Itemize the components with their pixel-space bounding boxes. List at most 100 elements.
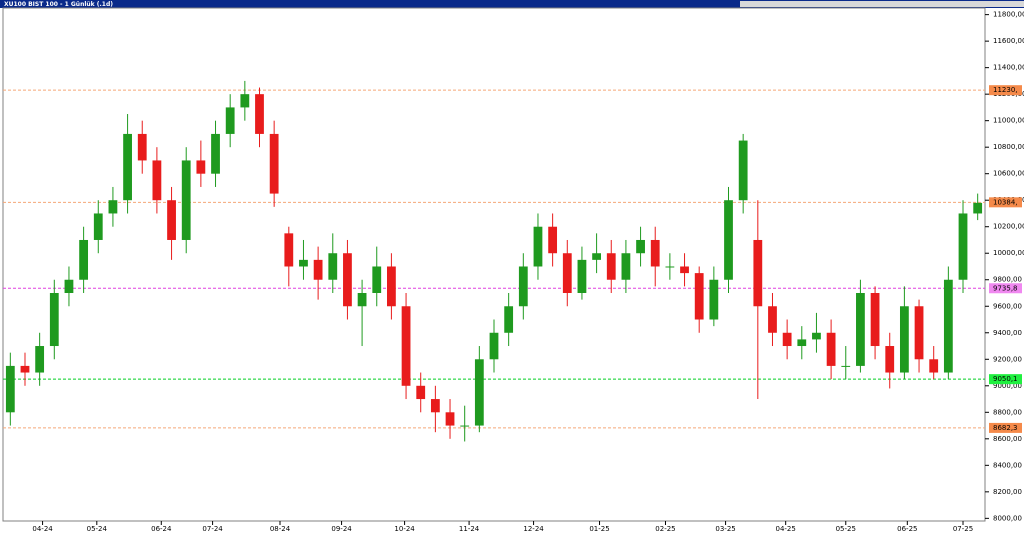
candle-body <box>20 365 30 373</box>
y-tick-label: 9000,00 <box>993 382 1022 390</box>
x-tick-label: 08-24 <box>270 525 291 533</box>
y-tick-label: 8000,00 <box>993 514 1022 522</box>
candle-body <box>533 226 543 267</box>
x-tick-label: 04-24 <box>32 525 53 533</box>
candle-body <box>269 133 279 194</box>
y-tick-label: 11600,00 <box>993 37 1024 45</box>
level-label: 8682,3 <box>993 424 1018 432</box>
candle-body <box>343 253 352 307</box>
candle-body <box>167 200 176 240</box>
y-tick-label: 11800,00 <box>993 11 1024 19</box>
y-tick-label: 9200,00 <box>993 355 1022 363</box>
x-tick-label: 09-24 <box>331 525 352 533</box>
candle-body <box>474 359 484 426</box>
candle-body <box>782 332 792 347</box>
candle-body <box>401 306 411 386</box>
candle-body <box>797 339 807 347</box>
candle-body <box>240 94 250 108</box>
y-tick-label: 10200,00 <box>993 223 1024 231</box>
y-tick-label: 9800,00 <box>993 276 1022 284</box>
y-tick-label: 10000,00 <box>993 249 1024 257</box>
candle-body <box>899 306 909 373</box>
x-tick-label: 11-24 <box>459 525 480 533</box>
candle-body <box>357 293 367 307</box>
candle-body <box>225 107 235 134</box>
candle-body <box>196 160 206 174</box>
candle-body <box>93 213 103 240</box>
y-tick-label: 8800,00 <box>993 408 1022 416</box>
y-tick-label: 9600,00 <box>993 302 1022 310</box>
candle-body <box>606 253 616 280</box>
candle-body <box>430 399 440 413</box>
level-label-box <box>989 85 1022 96</box>
candle-body <box>943 279 953 373</box>
candle-body <box>973 202 983 214</box>
x-tick-label: 07-24 <box>202 525 223 533</box>
candle-body <box>35 346 45 373</box>
candle-body <box>856 293 865 366</box>
x-tick-label: 03-25 <box>715 525 735 533</box>
chart-title: XU100 BIST 100 - 1 Günlük (.1d) <box>4 1 113 8</box>
candle-body <box>328 253 338 280</box>
candle-body <box>680 266 689 274</box>
candle-body <box>562 253 572 293</box>
candle-body <box>79 239 89 280</box>
candle-body <box>709 279 719 320</box>
x-tick-label: 02-25 <box>655 525 675 533</box>
candle-body <box>768 306 777 333</box>
candle-body <box>724 200 733 280</box>
candle-body <box>445 412 455 426</box>
candle-body <box>621 253 631 280</box>
level-label-box <box>989 374 1022 385</box>
candle-body <box>64 279 74 293</box>
candle-body <box>416 385 426 400</box>
x-tick-label: 05-25 <box>836 525 856 533</box>
y-tick-label: 8200,00 <box>993 488 1022 496</box>
candle-body <box>958 213 968 280</box>
x-tick-label: 12-24 <box>523 525 544 533</box>
candle-body <box>137 133 147 161</box>
level-label-box <box>989 422 1022 433</box>
candle-body <box>592 253 601 260</box>
candle-body <box>826 332 836 366</box>
candle-body <box>518 266 528 307</box>
level-label: 9050,1 <box>993 375 1018 383</box>
candle-body <box>870 293 880 347</box>
candle-body <box>489 332 499 360</box>
candle-body <box>284 233 294 267</box>
candle-body <box>123 133 132 201</box>
candle-body <box>313 259 323 280</box>
candle-body <box>49 293 59 347</box>
candle-body <box>181 160 191 240</box>
y-tick-label: 9400,00 <box>993 329 1022 337</box>
x-tick-label: 04-25 <box>775 525 795 533</box>
y-tick-label: 11400,00 <box>993 64 1024 72</box>
x-tick-label: 06-25 <box>897 525 917 533</box>
toolbar[interactable] <box>740 1 1024 7</box>
level-label-box <box>989 197 1022 208</box>
candle-body <box>694 273 704 320</box>
plot-frame <box>2 7 986 522</box>
x-tick-label: 10-24 <box>394 525 415 533</box>
x-tick-label: 05-24 <box>87 525 108 533</box>
candle-body <box>929 359 939 373</box>
level-label: 9735,8 <box>993 284 1018 292</box>
candle-body <box>387 266 396 307</box>
y-tick-label: 11000,00 <box>993 117 1024 125</box>
candle-body <box>255 94 264 134</box>
candle-body <box>211 133 220 174</box>
candle-body <box>885 346 895 373</box>
candle-body <box>108 200 118 214</box>
level-label: 11230, <box>993 86 1018 94</box>
y-tick-label: 10600,00 <box>993 170 1024 178</box>
x-tick-label: 01-25 <box>589 525 609 533</box>
x-tick-label: 07-25 <box>953 525 973 533</box>
y-tick-label: 8400,00 <box>993 461 1022 469</box>
candle-body <box>650 239 660 267</box>
candle-body <box>5 365 15 413</box>
level-label-box <box>989 283 1022 294</box>
title-bar <box>0 0 1024 8</box>
candle-body <box>665 266 675 268</box>
